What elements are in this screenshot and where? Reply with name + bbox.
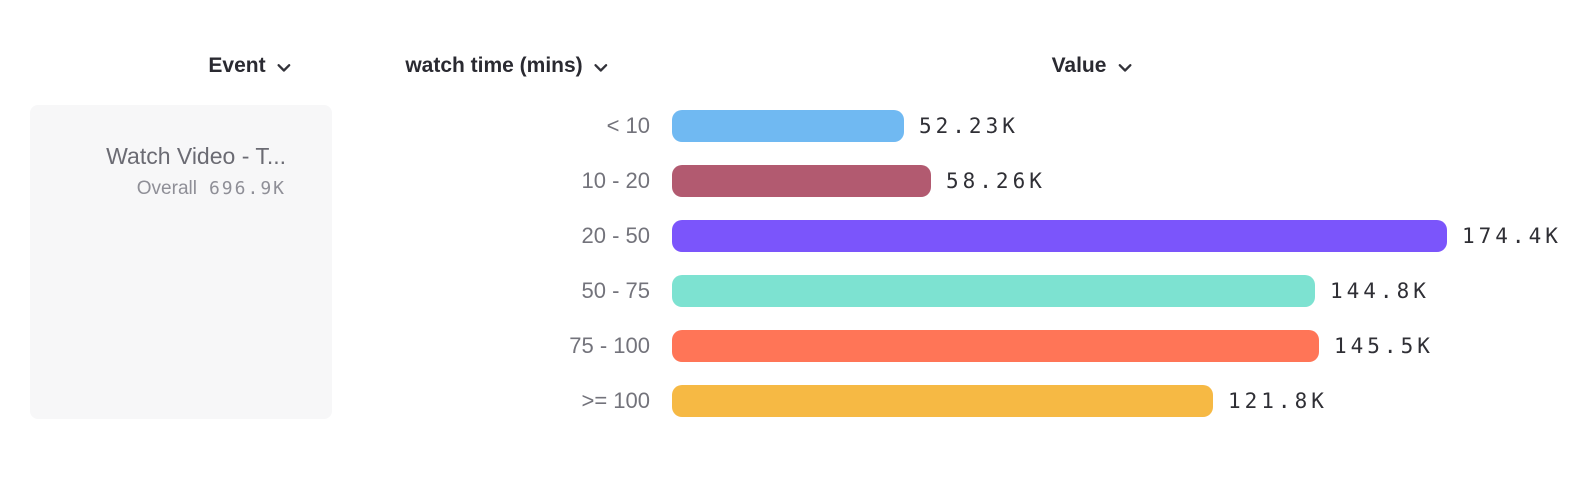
bar-category-label: >= 100 xyxy=(581,387,650,413)
bar[interactable] xyxy=(672,109,904,142)
bar-value-label: 174.4K xyxy=(1462,223,1562,248)
bar[interactable] xyxy=(672,274,1315,307)
chevron-down-icon xyxy=(594,63,609,73)
bar-value-label: 144.8K xyxy=(1330,278,1430,303)
bar-value-label: 58.26K xyxy=(946,168,1046,193)
bar[interactable] xyxy=(672,384,1213,417)
bar-value-label: 145.5K xyxy=(1334,333,1434,358)
chevron-down-icon xyxy=(1117,63,1132,73)
overall-value: 696.9K xyxy=(208,178,286,199)
chart-row: 20 - 50 174.4K xyxy=(340,208,1584,263)
bar-category-label: 50 - 75 xyxy=(581,277,651,303)
column-header-value[interactable]: Value xyxy=(1052,54,1133,78)
column-header-event[interactable]: Event xyxy=(208,54,291,78)
bar-category-label: 10 - 20 xyxy=(581,167,651,193)
chart-row: 75 - 100 145.5K xyxy=(340,318,1584,373)
overall-label: Overall xyxy=(136,178,197,199)
column-header-value-label: Value xyxy=(1051,54,1107,77)
event-card[interactable]: Watch Video - T... Overall 696.9K xyxy=(30,105,332,419)
bar[interactable] xyxy=(672,164,931,197)
bar-value-label: 121.8K xyxy=(1228,388,1328,413)
bar[interactable] xyxy=(672,329,1319,362)
bar-category-label: 75 - 100 xyxy=(569,332,650,358)
bar-value-label: 52.23K xyxy=(919,113,1019,138)
column-header-event-label: Event xyxy=(208,54,266,77)
event-name: Watch Video - T... xyxy=(106,143,286,169)
chevron-down-icon xyxy=(277,63,292,73)
bar-category-label: < 10 xyxy=(606,112,650,138)
bar-category-label: 20 - 50 xyxy=(581,222,651,248)
event-overall-row: Overall 696.9K xyxy=(50,178,286,200)
chart-row: < 10 52.23K xyxy=(340,98,1584,153)
bar-chart: < 10 52.23K 10 - 20 58.26K 20 - 50 174.4K 50 -… xyxy=(340,98,1584,428)
column-header-watch-time[interactable]: watch time (mins) xyxy=(405,54,608,78)
bar[interactable] xyxy=(672,219,1447,252)
chart-row: 10 - 20 58.26K xyxy=(340,153,1584,208)
chart-row: 50 - 75 144.8K xyxy=(340,263,1584,318)
column-header-watch-time-label: watch time (mins) xyxy=(405,54,583,77)
chart-row: >= 100 121.8K xyxy=(340,373,1584,428)
